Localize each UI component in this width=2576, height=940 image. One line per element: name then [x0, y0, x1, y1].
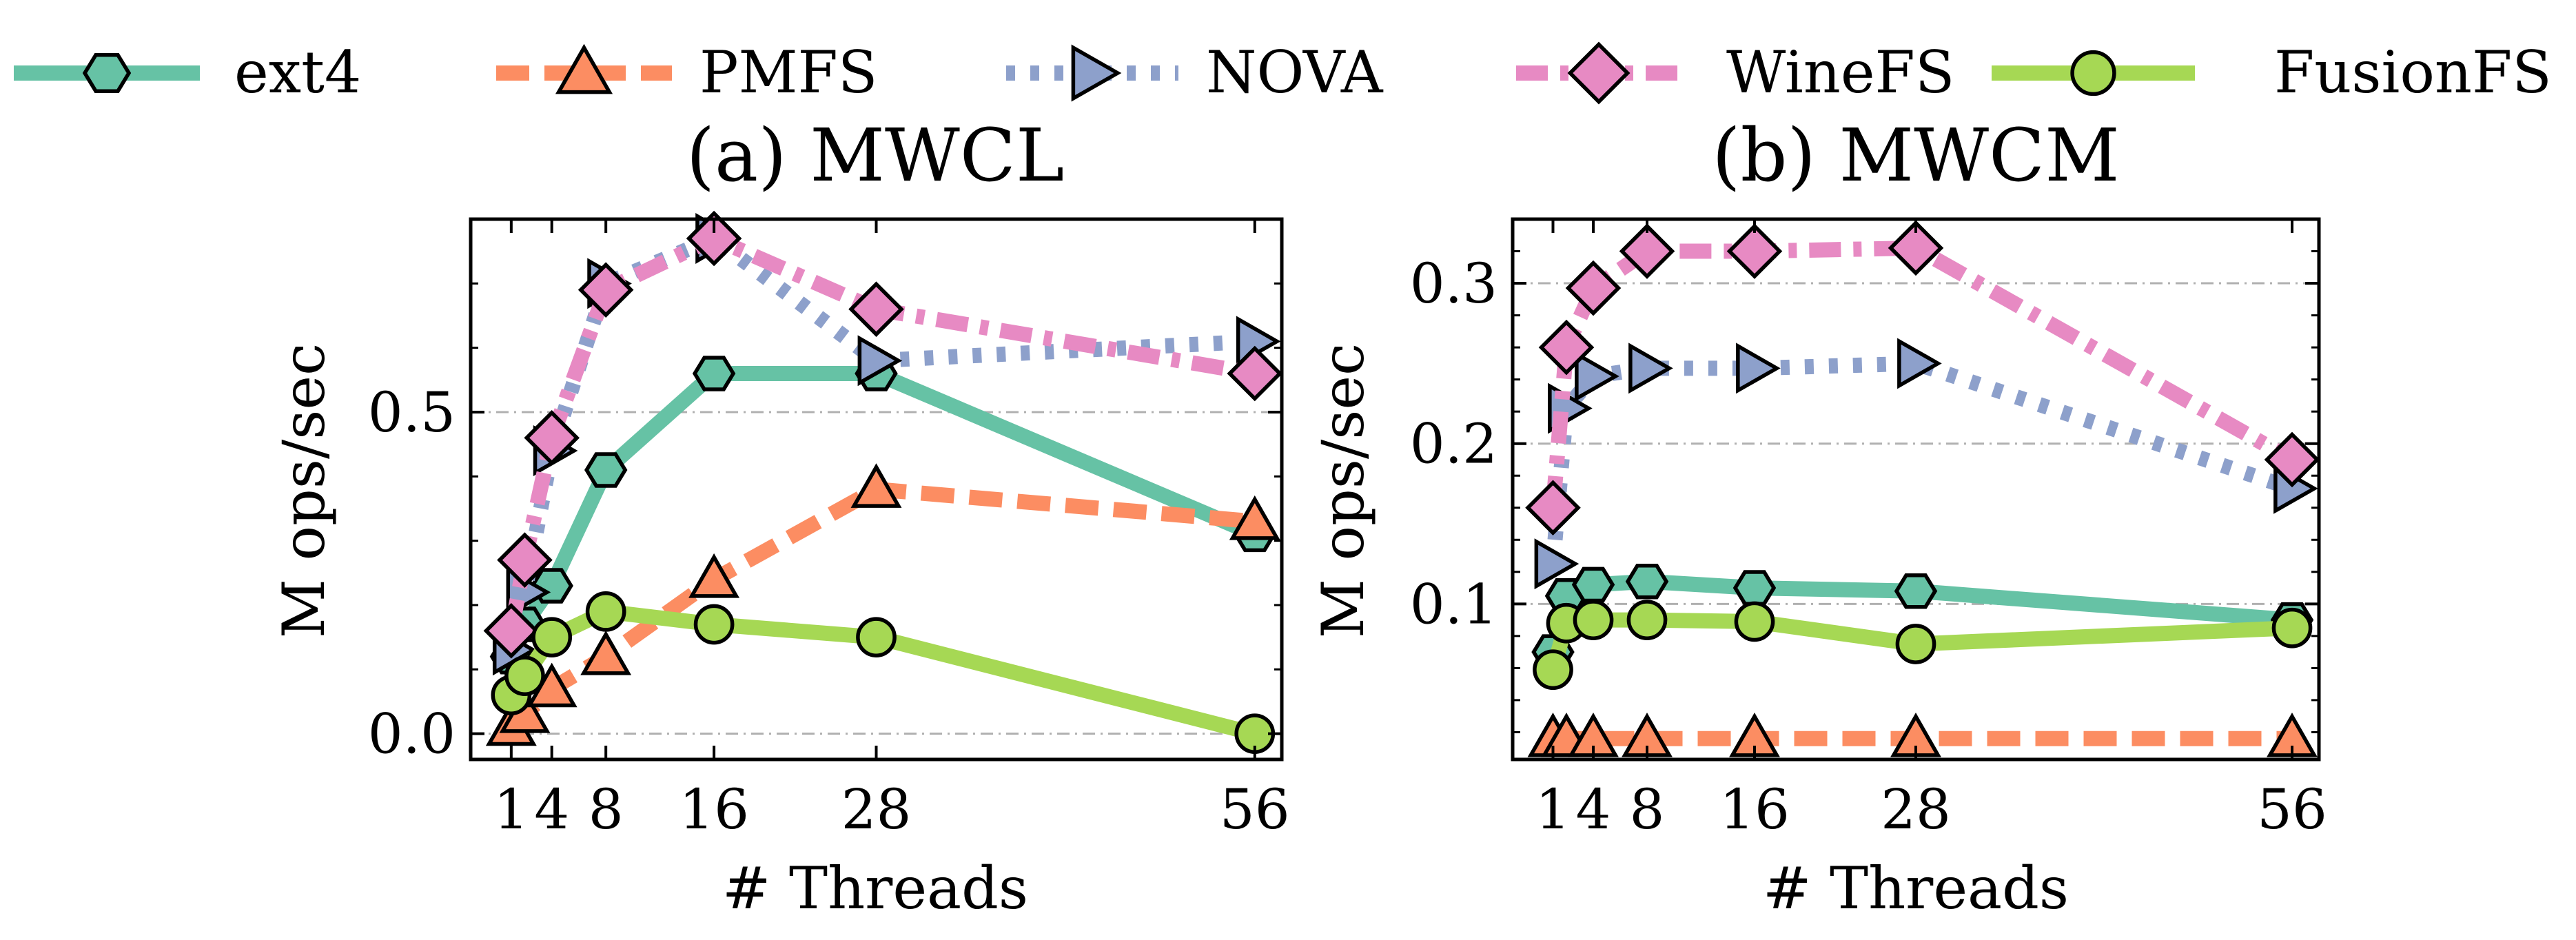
- series-group: [483, 210, 1283, 755]
- series-group: [1525, 220, 2320, 757]
- series-pmfs: [1527, 713, 2318, 757]
- data-point: [531, 617, 573, 658]
- data-point: [1736, 343, 1781, 394]
- legend-label: WineFS: [1726, 39, 1954, 106]
- x-tick-label: 28: [1881, 777, 1951, 841]
- data-point: [1894, 573, 1938, 609]
- x-tick-label: 1: [1535, 777, 1571, 841]
- legend-marker: [82, 52, 132, 94]
- data-point: [692, 356, 736, 391]
- y-tick-label: 0.0: [368, 702, 456, 766]
- plot-frame: [1511, 217, 2321, 762]
- data-point: [1575, 351, 1619, 402]
- x-tick-label: 16: [1719, 777, 1790, 841]
- data-point: [688, 553, 740, 598]
- data-point: [1888, 220, 1944, 276]
- y-axis-label: M ops/sec: [270, 343, 338, 638]
- legend-item-winefs: WineFS: [1516, 39, 1954, 106]
- data-point: [497, 532, 553, 588]
- data-point: [1619, 223, 1675, 279]
- gridlines: [471, 411, 1282, 735]
- legend-label: ext4: [234, 39, 361, 106]
- x-tick-label: 56: [1220, 777, 1290, 841]
- panel-title: (b) MWCM: [1712, 113, 2119, 198]
- data-point: [850, 463, 902, 508]
- x-tick-label: 56: [2257, 777, 2327, 841]
- data-point: [1227, 345, 1283, 402]
- data-point: [693, 604, 735, 645]
- x-tick-label: 4: [1576, 777, 1611, 841]
- data-point: [1628, 343, 1673, 394]
- legend-label: NOVA: [1206, 39, 1384, 106]
- legend-item-nova: NOVA: [1006, 39, 1384, 106]
- panel-mwcl: (a) MWCL M ops/sec # Threads 1 4 8 16 28 56 0.…: [270, 113, 1290, 922]
- ticks: 1 4 8 16 28 56 0.0 0.5: [368, 218, 1290, 841]
- data-point: [1533, 649, 1573, 691]
- data-point: [1565, 260, 1622, 316]
- y-tick-label: 0.2: [1410, 412, 1497, 476]
- legend-marker: [2070, 50, 2116, 96]
- series-pmfs: [485, 463, 1280, 746]
- data-point: [857, 335, 903, 387]
- y-axis-label: M ops/sec: [1309, 343, 1377, 638]
- legend: ext4 PMFS NOVA WineFS FusionFS: [14, 39, 2552, 106]
- x-tick-label: 8: [1630, 777, 1665, 841]
- data-point: [483, 603, 540, 659]
- data-point: [1525, 480, 1581, 536]
- data-point: [2271, 607, 2313, 648]
- data-point: [1734, 601, 1775, 642]
- legend-item-fusionfs: FusionFS: [1992, 39, 2552, 106]
- data-point: [524, 410, 580, 466]
- y-tick-label: 0.3: [1410, 252, 1497, 316]
- legend-marker: [1071, 44, 1122, 102]
- series-line: [1545, 240, 2296, 509]
- data-point: [1571, 566, 1615, 603]
- legend-item-ext4: ext4: [14, 39, 361, 106]
- data-point: [1726, 223, 1783, 279]
- data-point: [585, 591, 626, 632]
- data-point: [1573, 600, 1614, 640]
- y-tick-label: 0.1: [1410, 572, 1497, 636]
- data-point: [686, 210, 742, 267]
- data-point: [1626, 600, 1668, 640]
- series-fusionfs: [491, 591, 1276, 755]
- data-point: [1895, 624, 1936, 664]
- legend-marker: [555, 43, 613, 94]
- data-point: [577, 262, 634, 318]
- legend-marker: [1567, 41, 1631, 105]
- data-point: [584, 452, 628, 488]
- legend-item-pmfs: PMFS: [496, 39, 877, 106]
- series-fusionfs: [1533, 600, 2313, 691]
- x-tick-label: 1: [493, 777, 529, 841]
- series-nova: [1534, 338, 2318, 590]
- data-point: [1538, 319, 1595, 376]
- x-tick-label: 16: [679, 777, 749, 841]
- y-tick-label: 0.5: [368, 380, 456, 445]
- x-axis-label: # Threads: [722, 855, 1028, 922]
- data-point: [848, 281, 904, 337]
- data-point: [1229, 495, 1280, 540]
- series-winefs: [483, 210, 1283, 659]
- x-tick-label: 8: [589, 777, 624, 841]
- data-point: [504, 655, 545, 697]
- x-tick-label: 4: [534, 777, 569, 841]
- panel-mwcm: (b) MWCM M ops/sec # Threads 1 4 8 16 28 56 0.…: [1309, 113, 2327, 922]
- x-tick-label: 28: [841, 777, 912, 841]
- legend-label: PMFS: [699, 39, 877, 106]
- ticks: 1 4 8 16 28 56 0.1 0.2 0.3: [1410, 218, 2327, 841]
- data-point: [2264, 431, 2320, 488]
- data-point: [1625, 563, 1669, 600]
- data-point: [856, 617, 897, 658]
- legend-label: FusionFS: [2274, 39, 2552, 106]
- data-point: [1732, 570, 1777, 606]
- data-point: [1534, 538, 1580, 590]
- gridlines: [1513, 282, 2319, 605]
- panel-title: (a) MWCL: [686, 113, 1065, 198]
- series-winefs: [1525, 220, 2320, 536]
- x-axis-label: # Threads: [1763, 855, 2069, 922]
- data-point: [1897, 338, 1942, 389]
- data-point: [580, 630, 632, 675]
